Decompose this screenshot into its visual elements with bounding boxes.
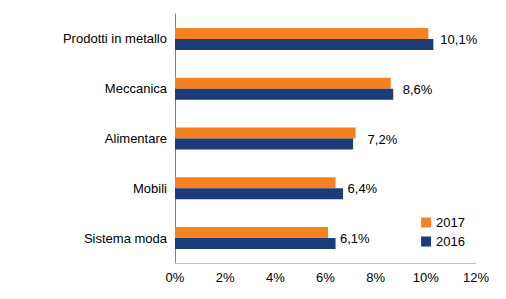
- svg-text:6%: 6%: [316, 270, 335, 285]
- svg-text:Alimentare: Alimentare: [105, 131, 167, 146]
- svg-text:2016: 2016: [436, 234, 465, 249]
- svg-text:Meccanica: Meccanica: [105, 81, 168, 96]
- svg-text:7,2%: 7,2%: [368, 132, 398, 147]
- svg-text:4%: 4%: [266, 270, 285, 285]
- svg-text:6,4%: 6,4%: [348, 181, 378, 196]
- svg-text:Prodotti in metallo: Prodotti in metallo: [63, 31, 167, 46]
- svg-text:10,1%: 10,1%: [440, 32, 477, 47]
- svg-text:Mobili: Mobili: [133, 181, 167, 196]
- svg-text:2017: 2017: [436, 215, 465, 230]
- svg-text:6,1%: 6,1%: [340, 231, 370, 246]
- svg-text:0%: 0%: [166, 270, 185, 285]
- svg-text:Sistema moda: Sistema moda: [84, 231, 168, 246]
- svg-text:10%: 10%: [413, 270, 439, 285]
- svg-text:8%: 8%: [366, 270, 385, 285]
- svg-text:12%: 12%: [463, 270, 489, 285]
- svg-text:2%: 2%: [216, 270, 235, 285]
- svg-text:8,6%: 8,6%: [403, 82, 433, 97]
